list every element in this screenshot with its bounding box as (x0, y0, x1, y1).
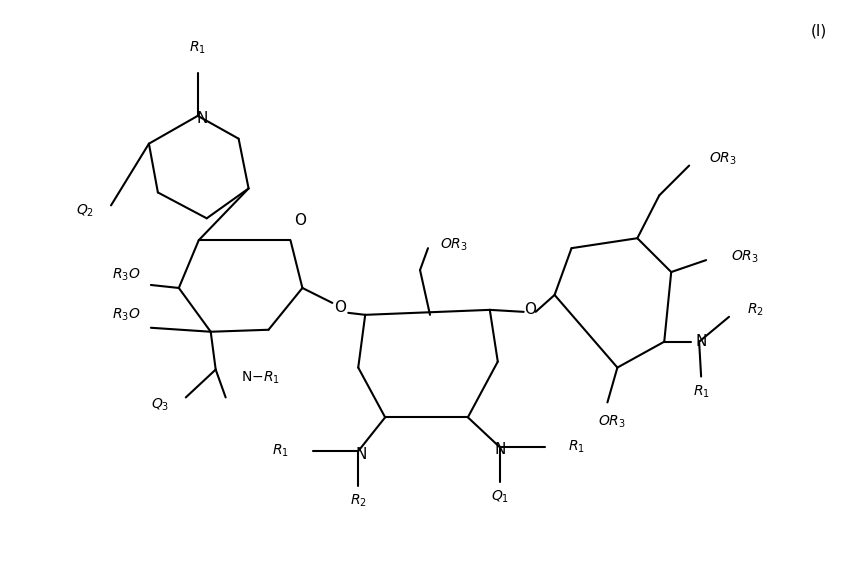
Text: O: O (334, 300, 346, 315)
Text: $OR_3$: $OR_3$ (709, 151, 737, 167)
Text: $OR_3$: $OR_3$ (599, 414, 626, 430)
Text: $R_1$: $R_1$ (189, 40, 206, 56)
Text: O: O (524, 302, 536, 318)
Text: N: N (696, 334, 707, 349)
Text: N: N (356, 447, 367, 461)
Text: $R_2$: $R_2$ (350, 493, 367, 509)
Text: N: N (494, 442, 505, 457)
Text: $Q_2$: $Q_2$ (76, 202, 94, 219)
Text: $R_1$: $R_1$ (692, 383, 710, 400)
Text: $Q_1$: $Q_1$ (490, 489, 509, 505)
Text: $Q_3$: $Q_3$ (150, 396, 169, 413)
Text: $R_1$: $R_1$ (271, 443, 289, 459)
Text: $R_1$: $R_1$ (568, 439, 584, 455)
Text: N$-$$R_1$: N$-$$R_1$ (241, 369, 279, 386)
Text: (I): (I) (811, 24, 827, 39)
Text: $R_3O$: $R_3O$ (113, 307, 141, 323)
Text: $R_3O$: $R_3O$ (113, 267, 141, 283)
Text: $OR_3$: $OR_3$ (440, 237, 468, 253)
Text: N: N (196, 111, 207, 126)
Text: O: O (295, 213, 307, 228)
Text: $OR_3$: $OR_3$ (731, 249, 759, 265)
Text: $R_2$: $R_2$ (747, 302, 764, 318)
